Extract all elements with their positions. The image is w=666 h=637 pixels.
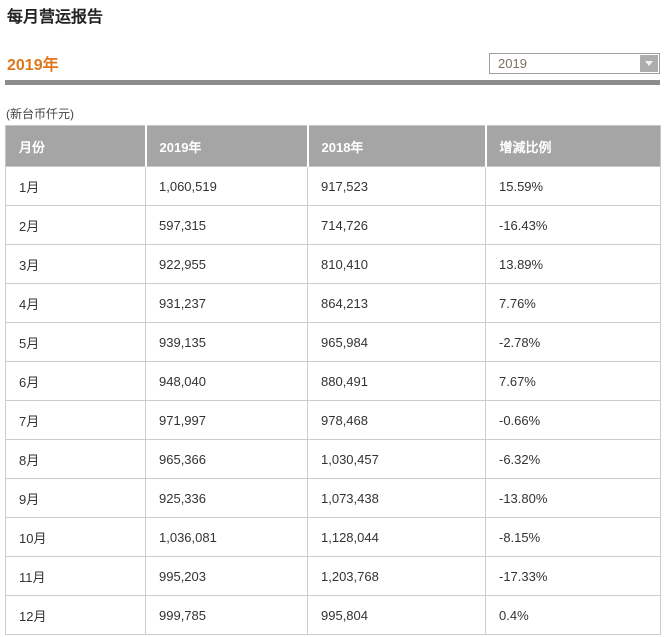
table-row: 3月 922,955 810,410 13.89% [5, 244, 661, 284]
month-cell: 3月 [5, 244, 146, 284]
value-2019-cell: 1,036,081 [145, 517, 308, 557]
value-2019-cell: 999,785 [145, 595, 308, 635]
year-select-value: 2019 [498, 55, 527, 71]
value-2019-cell: 597,315 [145, 205, 308, 245]
month-cell: 6月 [5, 361, 146, 401]
month-cell: 2月 [5, 205, 146, 245]
value-2018-cell: 1,073,438 [307, 478, 486, 518]
table-row: 4月 931,237 864,213 7.76% [5, 283, 661, 323]
month-cell: 9月 [5, 478, 146, 518]
value-2019-cell: 948,040 [145, 361, 308, 401]
year-toolbar: 2019年 2019 [7, 52, 660, 74]
chevron-down-icon[interactable] [640, 54, 658, 72]
change-ratio-cell: 7.76% [485, 283, 661, 323]
value-2019-cell: 931,237 [145, 283, 308, 323]
value-2018-cell: 965,984 [307, 322, 486, 362]
change-ratio-cell: -17.33% [485, 556, 661, 596]
value-2018-cell: 1,128,044 [307, 517, 486, 557]
change-ratio-cell: -0.66% [485, 400, 661, 440]
currency-unit-note: (新台币仟元) [6, 107, 74, 121]
triangle-glyph [645, 60, 653, 66]
value-2019-cell: 939,135 [145, 322, 308, 362]
table-row: 7月 971,997 978,468 -0.66% [5, 400, 661, 440]
value-2019-cell: 1,060,519 [145, 166, 308, 206]
col-header-month: 月份 [5, 125, 147, 167]
month-cell: 8月 [5, 439, 146, 479]
month-cell: 7月 [5, 400, 146, 440]
section-divider [5, 80, 660, 85]
change-ratio-cell: -2.78% [485, 322, 661, 362]
value-2018-cell: 714,726 [307, 205, 486, 245]
value-2018-cell: 1,030,457 [307, 439, 486, 479]
col-header-2019: 2019年 [145, 125, 309, 167]
col-header-2018: 2018年 [307, 125, 487, 167]
change-ratio-cell: 0.4% [485, 595, 661, 635]
change-ratio-cell: -16.43% [485, 205, 661, 245]
table-row: 10月 1,036,081 1,128,044 -8.15% [5, 517, 661, 557]
month-cell: 11月 [5, 556, 146, 596]
month-cell: 12月 [5, 595, 146, 635]
value-2019-cell: 995,203 [145, 556, 308, 596]
value-2018-cell: 917,523 [307, 166, 486, 206]
table-row: 1月 1,060,519 917,523 15.59% [5, 166, 661, 206]
value-2018-cell: 810,410 [307, 244, 486, 284]
change-ratio-cell: -13.80% [485, 478, 661, 518]
change-ratio-cell: -8.15% [485, 517, 661, 557]
value-2018-cell: 995,804 [307, 595, 486, 635]
page-title: 每月营运报告 [7, 9, 104, 26]
value-2018-cell: 1,203,768 [307, 556, 486, 596]
change-ratio-cell: -6.32% [485, 439, 661, 479]
table-header-row: 月份 2019年 2018年 增減比例 [5, 125, 661, 167]
monthly-report-table: 月份 2019年 2018年 增減比例 1月 1,060,519 917,523 15… [5, 125, 661, 635]
value-2018-cell: 880,491 [307, 361, 486, 401]
month-cell: 1月 [5, 166, 146, 206]
value-2019-cell: 925,336 [145, 478, 308, 518]
value-2019-cell: 971,997 [145, 400, 308, 440]
year-select[interactable]: 2019 [489, 52, 660, 74]
table-row: 9月 925,336 1,073,438 -13.80% [5, 478, 661, 518]
month-cell: 5月 [5, 322, 146, 362]
table-row: 5月 939,135 965,984 -2.78% [5, 322, 661, 362]
value-2019-cell: 965,366 [145, 439, 308, 479]
table-row: 6月 948,040 880,491 7.67% [5, 361, 661, 401]
month-cell: 4月 [5, 283, 146, 323]
value-2019-cell: 922,955 [145, 244, 308, 284]
change-ratio-cell: 13.89% [485, 244, 661, 284]
table-row: 2月 597,315 714,726 -16.43% [5, 205, 661, 245]
col-header-change-ratio: 增減比例 [485, 125, 661, 167]
table-body: 1月 1,060,519 917,523 15.59% 2月 597,315 714,726… [5, 166, 661, 635]
value-2018-cell: 864,213 [307, 283, 486, 323]
table-row: 12月 999,785 995,804 0.4% [5, 595, 661, 635]
change-ratio-cell: 7.67% [485, 361, 661, 401]
year-heading: 2019年 [7, 57, 59, 74]
table-row: 11月 995,203 1,203,768 -17.33% [5, 556, 661, 596]
value-2018-cell: 978,468 [307, 400, 486, 440]
change-ratio-cell: 15.59% [485, 166, 661, 206]
table-row: 8月 965,366 1,030,457 -6.32% [5, 439, 661, 479]
month-cell: 10月 [5, 517, 146, 557]
